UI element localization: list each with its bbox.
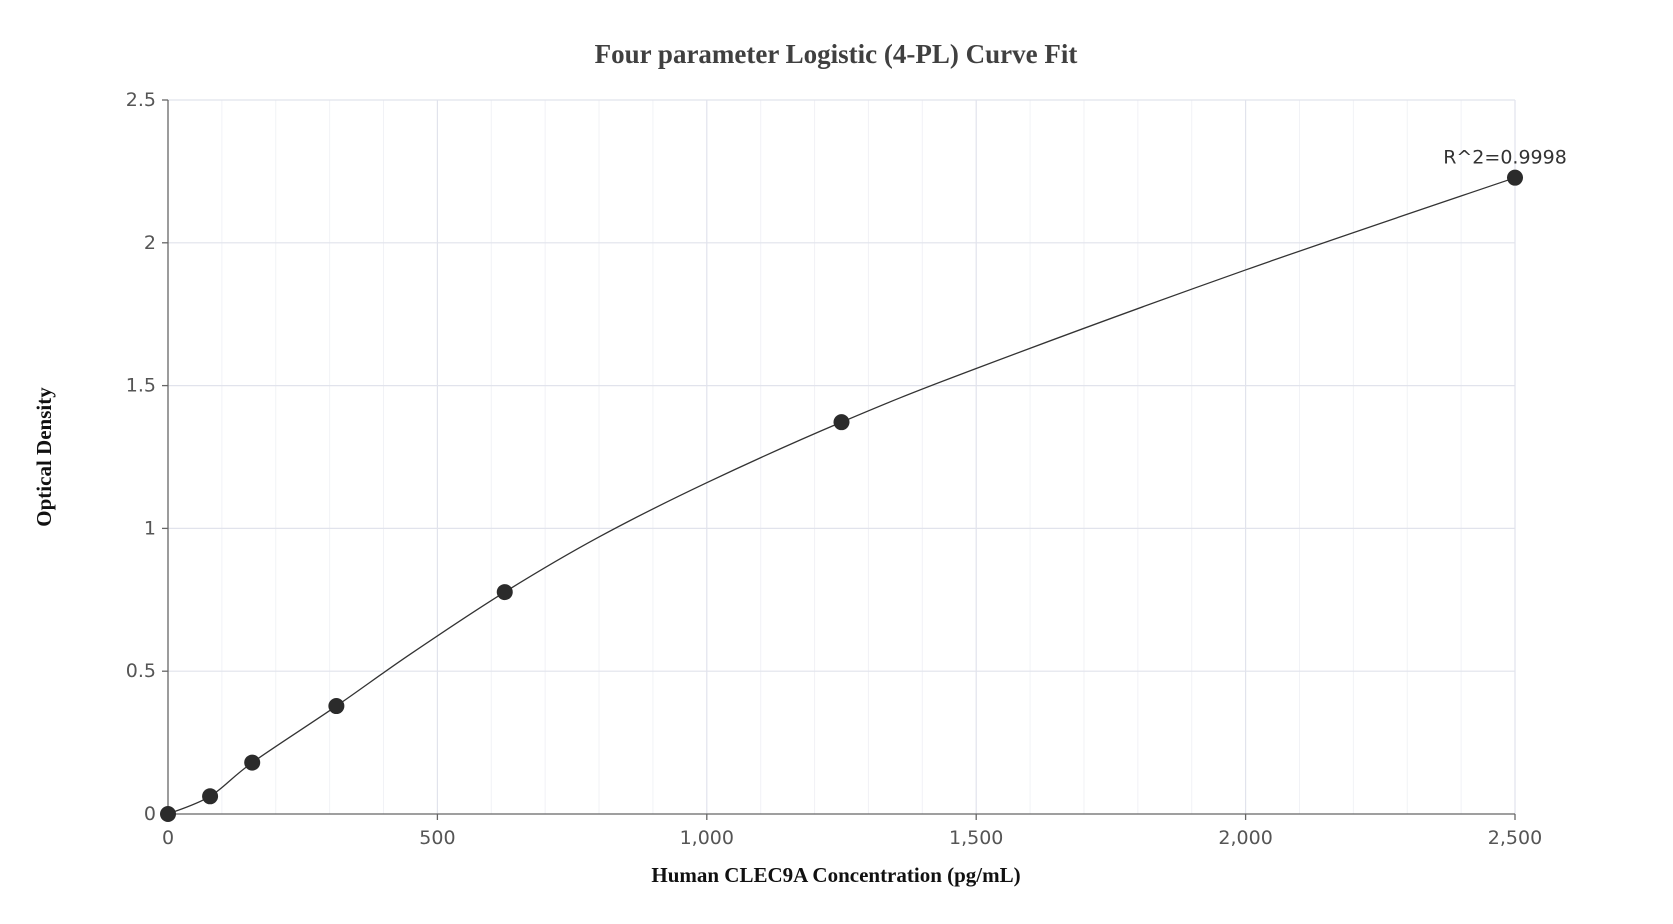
y-tick-label: 0 [144,803,156,825]
x-tick-label: 2,500 [1488,827,1542,849]
chart-title: Four parameter Logistic (4-PL) Curve Fit [595,39,1078,69]
minor-gridlines [221,100,1462,814]
fit-curve-layer [167,177,1516,815]
data-point [160,806,176,822]
x-tick-label: 500 [419,827,455,849]
data-point [244,754,261,771]
data-point [202,788,219,805]
x-axis-title: Human CLEC9A Concentration (pg/mL) [651,863,1020,887]
x-tick-label: 2,000 [1218,827,1272,849]
x-tick-label: 1,500 [949,827,1003,849]
data-point [833,414,850,431]
x-tick-label: 1,000 [680,827,734,849]
fit-curve-line [167,177,1516,815]
data-point [496,584,513,601]
data-point [1507,169,1523,186]
data-points-layer [160,169,1523,822]
r-squared-annotation: R^2=0.9998 [1443,147,1567,169]
y-tick-label: 1 [144,517,156,539]
y-tick-label: 0.5 [126,660,156,682]
y-tick-label: 2 [144,232,156,254]
major-gridlines [168,99,1516,814]
data-point [328,698,345,715]
x-tick-label: 0 [162,827,174,849]
y-tick-label: 2.5 [126,89,156,111]
tick-labels-layer: 0 500 1,000 1,500 2,000 2,500 0 0.5 1 1.5 2 2.5 [126,89,1542,849]
y-tick-label: 1.5 [126,375,156,397]
y-axis-title: Optical Density [32,387,56,527]
axes [162,99,1516,820]
